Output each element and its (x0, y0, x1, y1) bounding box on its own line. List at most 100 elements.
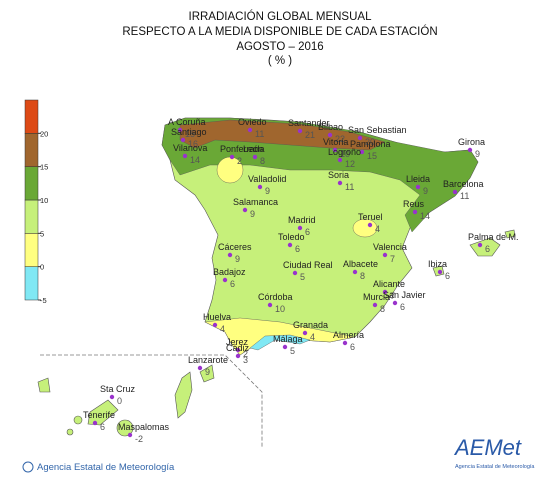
station-dot (467, 147, 473, 153)
station-dot (437, 269, 443, 275)
station-dot (177, 127, 183, 133)
station-name: Murcia (363, 292, 390, 302)
island (504, 229, 516, 239)
island (199, 364, 215, 383)
station-dot (352, 269, 358, 275)
station-value: 6 (230, 279, 235, 289)
stations: A Coruña15Santiago16Oviedo11Santander21B… (83, 117, 519, 444)
station-dot (302, 330, 308, 336)
station-value: 9 (205, 367, 210, 377)
station-value: 9 (250, 209, 255, 219)
station-dot (282, 344, 288, 350)
station-name: Badajoz (213, 267, 246, 277)
island (37, 377, 51, 393)
station-value: 6 (295, 244, 300, 254)
station-value: 6 (305, 227, 310, 237)
title-line: IRRADIACIÓN GLOBAL MENSUAL (189, 10, 373, 23)
station-name: Huelva (203, 312, 231, 322)
station-dot (452, 189, 458, 195)
zone-green (161, 117, 479, 233)
station-dot (109, 394, 115, 400)
legend: -5 0 5 10 15 20 (24, 99, 48, 305)
station-name: Valladolid (248, 174, 286, 184)
title-line: RESPECTO A LA MEDIA DISPONIBLE DE CADA E… (122, 25, 437, 38)
station-name: Ibiza (428, 259, 447, 269)
station-value: 9 (475, 149, 480, 159)
station-value: 5 (300, 272, 305, 282)
station-value: 9 (235, 254, 240, 264)
station-dot (357, 135, 363, 141)
station-dot (227, 252, 233, 258)
station-name: León (243, 144, 263, 154)
station-name: Palma de M. (468, 232, 519, 242)
island (66, 428, 74, 436)
station-dot (297, 128, 303, 134)
island (87, 399, 119, 426)
station-value: 16 (188, 139, 198, 149)
station-dot (182, 153, 188, 159)
station-value: 8 (380, 304, 385, 314)
station-name: Bilbao (318, 122, 343, 132)
station-dot (229, 154, 235, 160)
station-dot (327, 132, 333, 138)
legend-swatch (24, 99, 39, 134)
logo: AEMet (453, 435, 522, 460)
station-value: 11 (345, 182, 354, 192)
station-value: 5 (290, 346, 295, 356)
station-name: Barcelona (443, 179, 484, 189)
station-value: 2 (243, 349, 248, 359)
station-value: 10 (275, 304, 285, 314)
station-dot (235, 353, 241, 359)
station-value: 4 (220, 324, 225, 334)
legend-tick-label: -5 (40, 296, 47, 305)
station-name: Córdoba (258, 292, 293, 302)
station-dot (92, 420, 98, 426)
station-name: Toledo (278, 232, 305, 242)
station-name: Jerez (226, 337, 249, 347)
station-value: 7 (390, 291, 395, 301)
station-value: 9 (423, 186, 428, 196)
station-dot (382, 289, 388, 295)
station-dot (212, 322, 218, 328)
station-name: Ciudad Real (283, 260, 333, 270)
station-name: Reus (403, 199, 425, 209)
legend-tick-label: 5 (40, 229, 44, 238)
logo-caption: Agencia Estatal de Meteorología (455, 464, 535, 470)
station-name: Lanzarote (188, 355, 228, 365)
station-value: 6 (350, 342, 355, 352)
legend-swatch (24, 199, 39, 234)
copyright-icon (22, 461, 34, 473)
station-value: 21 (305, 130, 315, 140)
legend-tick-label: 0 (40, 263, 44, 272)
station-value: 6 (485, 244, 490, 254)
legend-swatch (24, 266, 39, 301)
title-line: ( % ) (268, 55, 292, 67)
map (37, 117, 516, 448)
station-name: Oviedo (238, 117, 267, 127)
station-name: Vilanova (173, 143, 207, 153)
station-name: Lleida (406, 174, 430, 184)
station-name: Teruel (358, 212, 383, 222)
station-value: 4 (310, 332, 315, 342)
station-dot (247, 127, 253, 133)
zone-cyan (249, 334, 311, 351)
station-name: Santander (288, 118, 330, 128)
station-dot (180, 137, 186, 143)
station-dot (337, 157, 343, 163)
station-name: Málaga (273, 334, 303, 344)
station-dot (359, 149, 365, 155)
station-name: Logroño (328, 147, 361, 157)
station-name: Cádiz (226, 343, 250, 353)
station-name: San Sebastian (348, 125, 407, 135)
station-name: Cáceres (218, 242, 252, 252)
station-name: Granada (293, 320, 328, 330)
station-name: Salamanca (233, 197, 278, 207)
station-name: Ponferrada (220, 144, 265, 154)
station-dot (477, 242, 483, 248)
station-name: Valencia (373, 242, 407, 252)
station-name: Soria (328, 170, 349, 180)
legend-swatch (24, 166, 39, 201)
station-name: San Javier (383, 290, 426, 300)
station-dot (367, 222, 373, 228)
